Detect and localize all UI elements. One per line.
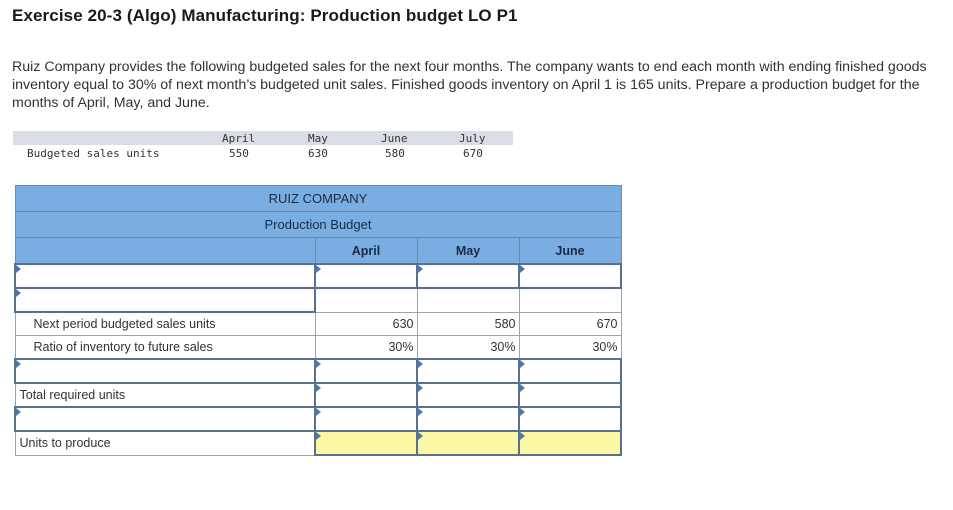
table-row (14, 287, 622, 313)
dropdown-marker-icon (16, 360, 21, 368)
april-input[interactable] (314, 263, 418, 289)
may-input[interactable] (416, 263, 520, 289)
dropdown-marker-icon (418, 360, 423, 368)
april-value: 630 (314, 311, 418, 336)
table-row (14, 263, 622, 289)
dropdown-marker-icon (418, 265, 423, 273)
may-input[interactable] (416, 358, 520, 384)
dropdown-marker-icon (316, 432, 321, 440)
dropdown-marker-icon (316, 360, 321, 368)
column-header-april: April (314, 237, 418, 265)
june-value: 30% (518, 335, 622, 360)
row-label: Next period budgeted sales units (14, 311, 316, 336)
column-header-may: May (416, 237, 520, 265)
sales-header-row: April May June July (13, 131, 513, 145)
dropdown-marker-icon (520, 432, 525, 440)
dropdown-marker-icon (520, 265, 525, 273)
april-input[interactable] (314, 382, 418, 408)
june-input[interactable] (518, 263, 622, 289)
june-value: 670 (518, 311, 622, 336)
table-row (14, 406, 622, 432)
row-label: Ratio of inventory to future sales (14, 335, 316, 360)
month-header: June (381, 132, 408, 145)
table-row: Total required units (14, 382, 622, 408)
june-cell (518, 287, 622, 313)
dropdown-marker-icon (16, 265, 21, 273)
dropdown-marker-icon (418, 432, 423, 440)
sales-value: 550 (229, 147, 249, 160)
dropdown-marker-icon (418, 384, 423, 392)
row-label: Units to produce (14, 430, 316, 456)
month-header: May (308, 132, 328, 145)
may-input[interactable] (416, 382, 520, 408)
sales-value: 630 (308, 147, 328, 160)
dropdown-marker-icon (418, 408, 423, 416)
problem-description: Ruiz Company provides the following budg… (12, 59, 927, 111)
june-input[interactable] (518, 382, 622, 408)
table-row: Next period budgeted sales units 630 580… (14, 311, 622, 336)
row-label-input[interactable] (14, 358, 316, 384)
dropdown-marker-icon (316, 408, 321, 416)
page-title: Exercise 20-3 (Algo) Manufacturing: Prod… (12, 6, 518, 25)
april-units-to-produce-input[interactable] (314, 430, 418, 456)
sales-row-label: Budgeted sales units (27, 147, 160, 160)
june-input[interactable] (518, 406, 622, 432)
april-input[interactable] (314, 406, 418, 432)
budget-subtitle: Production Budget (14, 211, 622, 238)
june-input[interactable] (518, 358, 622, 384)
dropdown-marker-icon (316, 384, 321, 392)
row-label: Total required units (14, 382, 316, 408)
april-value: 30% (314, 335, 418, 360)
month-header: April (222, 132, 256, 145)
dropdown-marker-icon (520, 384, 525, 392)
may-value: 580 (416, 311, 520, 336)
company-name: RUIZ COMPANY (14, 185, 622, 212)
dropdown-marker-icon (16, 408, 21, 416)
april-input[interactable] (314, 358, 418, 384)
may-value: 30% (416, 335, 520, 360)
dropdown-marker-icon (520, 408, 525, 416)
sales-row: Budgeted sales units 550 630 580 670 (13, 145, 513, 161)
dropdown-marker-icon (16, 289, 21, 297)
budgeted-sales-table: April May June July Budgeted sales units… (13, 131, 513, 161)
may-input[interactable] (416, 406, 520, 432)
sales-value: 580 (385, 147, 405, 160)
production-budget-table: RUIZ COMPANY Production Budget April May… (14, 185, 622, 456)
april-cell (314, 287, 418, 313)
may-cell (416, 287, 520, 313)
month-header: July (459, 132, 486, 145)
table-row: Units to produce (14, 430, 622, 456)
dropdown-marker-icon (316, 265, 321, 273)
row-label-input[interactable] (14, 287, 316, 313)
row-label-input[interactable] (14, 406, 316, 432)
may-units-to-produce-input[interactable] (416, 430, 520, 456)
column-header-june: June (518, 237, 622, 265)
table-row: Ratio of inventory to future sales 30% 3… (14, 335, 622, 360)
sales-value: 670 (463, 147, 483, 160)
june-units-to-produce-input[interactable] (518, 430, 622, 456)
table-row (14, 358, 622, 384)
dropdown-marker-icon (520, 360, 525, 368)
blank-header (14, 237, 316, 265)
row-label-input[interactable] (14, 263, 316, 289)
